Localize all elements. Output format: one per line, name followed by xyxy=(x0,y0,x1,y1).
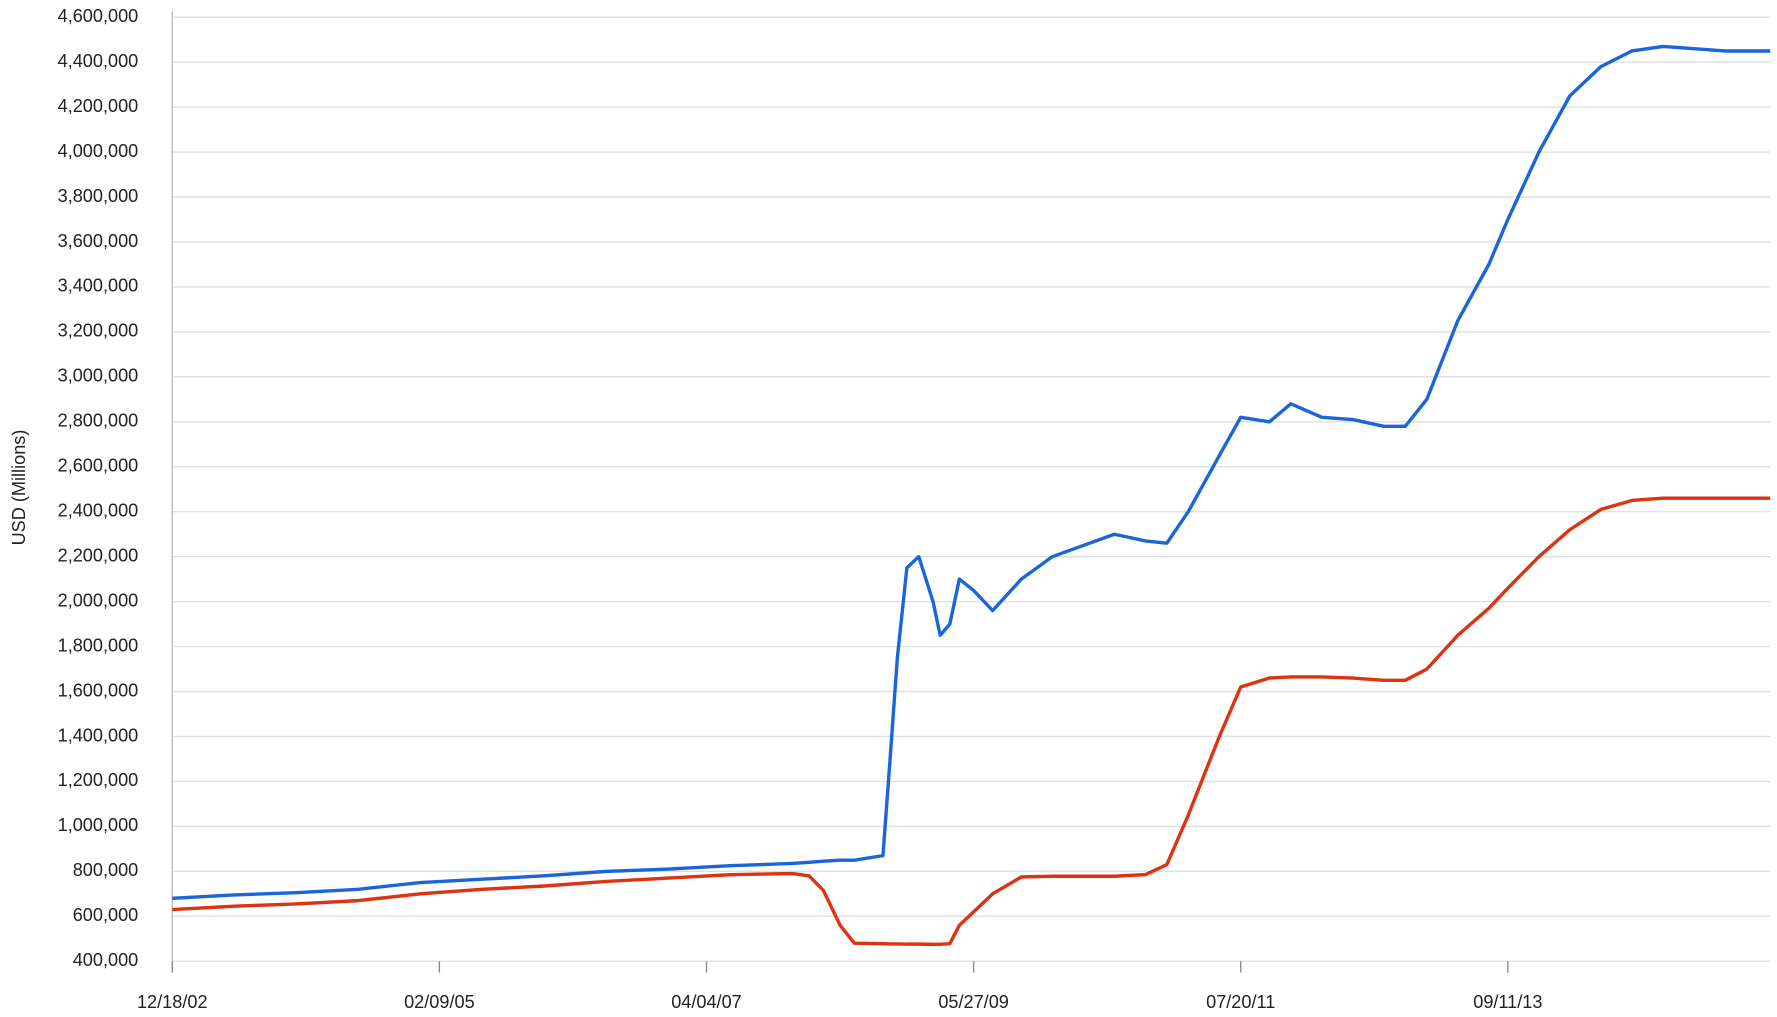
y-tick-label: 1,000,000 xyxy=(58,815,139,835)
y-tick-label: 600,000 xyxy=(73,905,139,925)
y-tick-label: 3,800,000 xyxy=(58,186,139,206)
y-tick-label: 4,600,000 xyxy=(58,6,139,26)
x-tick-label: 09/11/13 xyxy=(1473,992,1542,1012)
y-tick-label: 3,400,000 xyxy=(58,276,139,296)
y-tick-label: 3,200,000 xyxy=(58,321,139,341)
y-tick-label: 1,600,000 xyxy=(58,680,139,700)
y-tick-label: 4,200,000 xyxy=(58,96,139,116)
y-tick-label: 1,800,000 xyxy=(58,635,139,655)
y-tick-label: 2,800,000 xyxy=(58,411,139,431)
y-tick-label: 3,600,000 xyxy=(58,231,139,251)
x-tick-label: 02/09/05 xyxy=(404,992,475,1012)
y-tick-label: 2,200,000 xyxy=(58,545,139,565)
y-tick-label: 800,000 xyxy=(73,860,139,880)
x-tick-label: 04/04/07 xyxy=(671,992,742,1012)
y-tick-label: 4,400,000 xyxy=(58,51,139,71)
x-tick-label: 07/20/11 xyxy=(1206,992,1275,1012)
y-axis-title: USD (Millions) xyxy=(9,430,29,546)
y-tick-label: 1,200,000 xyxy=(58,770,139,790)
y-tick-label: 4,000,000 xyxy=(58,141,139,161)
y-tick-label: 2,600,000 xyxy=(58,456,139,476)
series-line xyxy=(172,496,1771,947)
series-line xyxy=(172,44,1771,901)
y-tick-label: 2,400,000 xyxy=(58,501,139,521)
y-tick-label: 2,000,000 xyxy=(58,590,139,610)
y-tick-label: 3,000,000 xyxy=(58,366,139,386)
y-tick-label: 400,000 xyxy=(73,950,139,970)
x-tick-label: 05/27/09 xyxy=(938,992,1009,1012)
y-tick-label: 1,400,000 xyxy=(58,725,139,745)
x-tick-label: 12/18/02 xyxy=(137,992,208,1012)
